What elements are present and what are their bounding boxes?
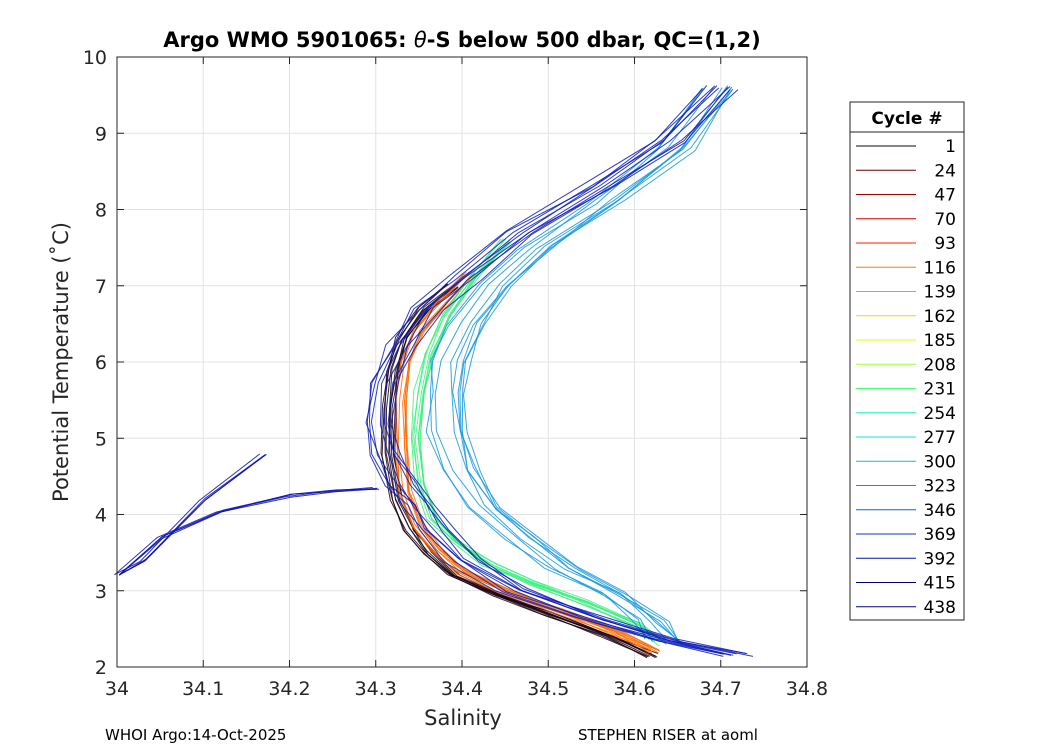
legend-title: Cycle # xyxy=(871,109,942,129)
profile-line xyxy=(463,87,732,640)
profile-line xyxy=(390,283,658,658)
profile-line xyxy=(389,286,656,659)
legend-entry-label: 392 xyxy=(924,549,956,569)
legend-entry-label: 231 xyxy=(924,380,956,400)
y-tick-label: 8 xyxy=(95,200,107,222)
legend-entries: 1 24 47 70 93 116 139 162 185 208 231 254 277 300 323 3… xyxy=(856,137,956,618)
profile-line xyxy=(429,87,704,640)
legend-entry-label: 93 xyxy=(934,234,956,254)
y-tick-label: 9 xyxy=(95,123,107,145)
legend-entry-label: 1 xyxy=(945,137,956,157)
x-tick-label: 34.4 xyxy=(441,678,483,700)
legend-entry-label: 208 xyxy=(924,355,956,375)
y-tick-label: 5 xyxy=(95,428,107,450)
profile-line xyxy=(383,86,734,656)
profile-line xyxy=(119,453,380,575)
profile-line xyxy=(413,238,660,643)
legend-entry-label: 162 xyxy=(924,307,956,327)
title-suffix: -S below 500 dbar, QC=(1,2) xyxy=(427,28,761,52)
legend-entry-label: 323 xyxy=(924,477,956,497)
profile-line xyxy=(457,85,729,642)
profile-line xyxy=(395,274,653,654)
legend-entry-label: 300 xyxy=(924,452,956,472)
profile-line xyxy=(452,86,733,643)
y-tick-label: 6 xyxy=(95,352,107,374)
x-tick-label: 34.1 xyxy=(182,678,224,700)
x-tick-label: 34.7 xyxy=(700,678,742,700)
legend-entry-label: 116 xyxy=(924,258,956,278)
profile-line xyxy=(370,87,732,656)
profile-line xyxy=(417,240,667,645)
x-tick-label: 34.6 xyxy=(613,678,655,700)
legend-entry-label: 185 xyxy=(924,331,956,351)
y-tick-label: 4 xyxy=(95,505,107,527)
profile-line xyxy=(459,89,734,642)
profile-line xyxy=(387,89,748,655)
title-theta: θ xyxy=(414,28,427,52)
y-tick-label: 10 xyxy=(83,47,107,69)
footer-left: WHOI Argo:14-Oct-2025 xyxy=(105,726,286,744)
legend-entry-label: 438 xyxy=(924,598,956,618)
y-axis-label: Potential Temperature (˚C) xyxy=(49,222,73,502)
x-axis-label: Salinity xyxy=(424,706,502,730)
title-prefix: Argo WMO 5901065: xyxy=(163,28,414,52)
y-tick-label: 2 xyxy=(95,657,107,679)
legend-entry-label: 254 xyxy=(924,404,956,424)
legend-entry-label: 139 xyxy=(924,283,956,303)
profile-line xyxy=(365,85,725,655)
chart-title: Argo WMO 5901065: θ-S below 500 dbar, QC… xyxy=(163,28,760,52)
footer-right: STEPHEN RISER at aoml xyxy=(578,726,758,744)
legend-entry-label: 24 xyxy=(934,161,956,181)
x-tick-label: 34.3 xyxy=(355,678,397,700)
y-tick-label: 7 xyxy=(95,276,107,298)
profile-line xyxy=(434,87,714,643)
profile-lines xyxy=(114,85,754,659)
profile-line xyxy=(369,85,724,655)
legend-entry-label: 415 xyxy=(924,574,956,594)
legend: Cycle # 1 24 47 70 93 116 139 162 185 208 231 254 27… xyxy=(849,101,965,621)
legend-entry-label: 47 xyxy=(934,186,956,206)
profile-line xyxy=(410,238,656,643)
legend-entry-label: 277 xyxy=(924,428,956,448)
y-tick-label: 3 xyxy=(95,581,107,603)
x-tick-label: 34 xyxy=(105,678,129,700)
legend-entry-label: 369 xyxy=(924,525,956,545)
profile-line xyxy=(394,89,754,657)
legend-entry-label: 70 xyxy=(934,210,956,230)
x-tick-label: 34.5 xyxy=(527,678,569,700)
axis-ticks: 34 34.1 34.2 34.3 34.4 34.5 34.6 34.7 34.8234567… xyxy=(83,47,828,700)
profile-line xyxy=(366,88,724,657)
x-tick-label: 34.2 xyxy=(268,678,310,700)
legend-entry-label: 346 xyxy=(924,501,956,521)
x-tick-label: 34.8 xyxy=(786,678,828,700)
